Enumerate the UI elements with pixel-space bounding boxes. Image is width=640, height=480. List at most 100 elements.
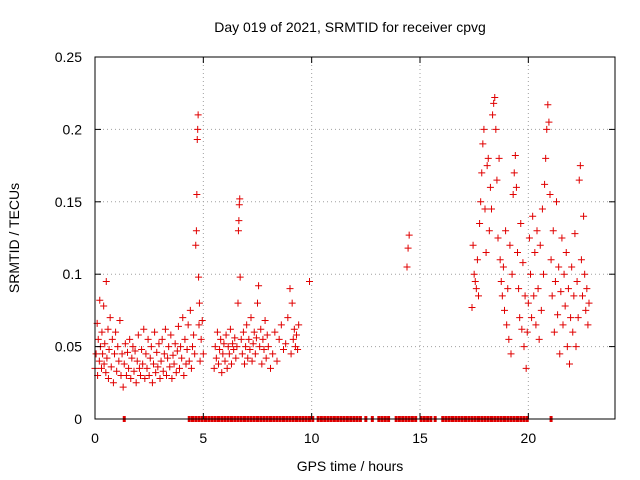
data-point <box>491 94 499 102</box>
data-point <box>131 347 139 355</box>
x-axis-label: GPS time / hours <box>297 458 404 474</box>
y-tick-label: 0.25 <box>55 49 82 65</box>
data-point <box>237 335 245 343</box>
data-point <box>512 183 520 191</box>
data-point <box>120 360 128 368</box>
data-point <box>405 231 413 239</box>
data-point <box>502 227 510 235</box>
data-point <box>115 357 123 365</box>
data-point <box>150 360 157 368</box>
y-tick-label: 0.15 <box>55 194 82 210</box>
data-point <box>259 335 267 343</box>
data-point <box>116 317 124 325</box>
data-point <box>137 372 144 380</box>
data-point <box>180 372 188 380</box>
data-point <box>187 364 195 372</box>
data-point <box>126 335 134 343</box>
data-point <box>119 383 127 391</box>
data-point <box>158 335 166 343</box>
data-point <box>254 299 261 307</box>
data-point <box>111 350 118 358</box>
data-point <box>96 296 104 304</box>
x-tick-label: 15 <box>412 430 428 446</box>
data-point <box>580 212 588 220</box>
data-point <box>222 331 230 339</box>
data-point <box>543 125 551 133</box>
data-point <box>114 343 122 351</box>
data-point <box>112 328 120 336</box>
data-point <box>529 212 537 220</box>
data-point <box>151 328 159 336</box>
data-point <box>294 345 302 353</box>
data-point <box>241 360 248 368</box>
data-point <box>257 325 265 333</box>
data-point <box>551 277 559 285</box>
data-point <box>103 354 111 362</box>
data-point <box>218 369 226 377</box>
data-point <box>506 241 514 249</box>
data-point <box>264 343 272 351</box>
data-point <box>562 248 570 256</box>
data-point <box>573 277 581 285</box>
data-point <box>157 357 165 365</box>
data-point <box>181 335 189 343</box>
chart-title: Day 019 of 2021, SRMTID for receiver cpv… <box>214 19 486 35</box>
data-point <box>497 277 505 285</box>
data-point <box>92 350 100 358</box>
data-point <box>124 348 131 356</box>
data-point <box>107 363 115 371</box>
data-point <box>234 227 242 235</box>
data-point <box>135 364 143 372</box>
data-point <box>217 335 225 343</box>
data-point <box>542 154 550 162</box>
data-point <box>163 372 170 380</box>
data-point <box>192 241 200 249</box>
data-point <box>195 321 203 329</box>
data-point <box>176 364 183 372</box>
data-point <box>547 256 555 264</box>
data-point <box>193 136 201 144</box>
data-point <box>261 317 269 325</box>
data-point <box>476 220 484 228</box>
y-tick-label: 0.05 <box>55 339 82 355</box>
data-point <box>228 360 235 368</box>
data-point <box>290 325 298 333</box>
data-point <box>105 345 113 353</box>
data-point <box>485 227 493 235</box>
data-point <box>528 314 536 322</box>
data-point <box>478 169 486 177</box>
data-point <box>546 191 554 199</box>
data-point <box>263 331 271 339</box>
data-point <box>102 369 110 377</box>
data-point <box>100 360 108 368</box>
data-point <box>165 343 173 351</box>
data-point <box>480 125 488 133</box>
data-point <box>104 374 112 382</box>
data-point <box>519 259 527 267</box>
data-point <box>522 364 530 372</box>
data-point <box>234 299 242 307</box>
data-point <box>567 314 575 322</box>
data-point <box>155 340 163 348</box>
data-point <box>479 140 487 148</box>
data-point <box>471 277 479 285</box>
data-point <box>148 379 156 387</box>
data-point <box>109 379 117 387</box>
data-point <box>183 345 191 353</box>
data-point <box>164 354 172 362</box>
y-tick-label: 0.1 <box>63 266 83 282</box>
data-point <box>166 363 174 371</box>
data-point <box>154 363 162 371</box>
data-point <box>509 191 517 199</box>
data-point <box>252 334 260 342</box>
data-point <box>403 263 411 271</box>
data-point <box>106 314 114 322</box>
data-point <box>172 369 180 377</box>
data-point <box>575 176 583 184</box>
x-tick-label: 0 <box>91 430 99 446</box>
data-point <box>170 360 178 368</box>
data-point <box>144 335 152 343</box>
data-point <box>238 350 246 358</box>
data-point <box>493 176 501 184</box>
data-point <box>198 317 206 325</box>
